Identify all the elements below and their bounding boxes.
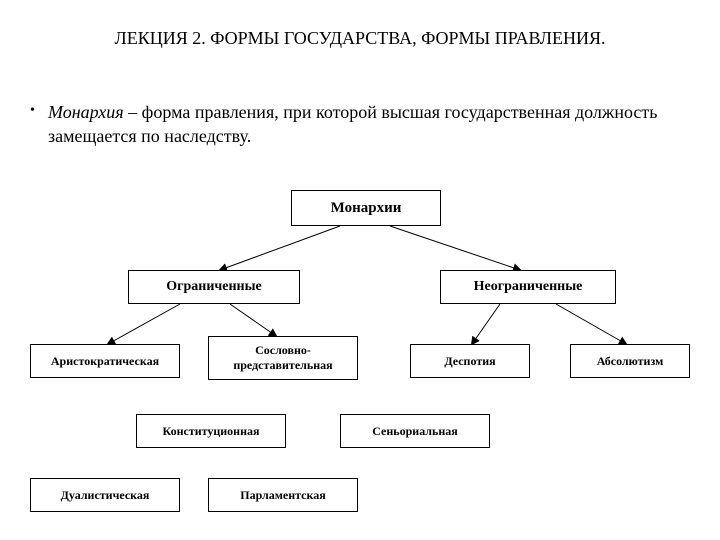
node-dual: Дуалистическая	[30, 478, 180, 512]
node-limited: Ограниченные	[128, 270, 300, 304]
node-senor: Сеньориальная	[340, 414, 490, 448]
node-abs: Абсолютизм	[570, 344, 690, 378]
node-desp: Деспотия	[410, 344, 530, 378]
definition-term: Монархия	[48, 102, 124, 122]
edge-limited-sosl	[230, 304, 276, 336]
edge-unlim-desp	[472, 304, 500, 344]
node-unlim: Неограниченные	[440, 270, 616, 304]
node-sosl: Сословно- представительная	[208, 336, 358, 380]
node-parl: Парламентская	[208, 478, 358, 512]
slide: ЛЕКЦИЯ 2. ФОРМЫ ГОСУДАРСТВА, ФОРМЫ ПРАВЛ…	[0, 0, 720, 540]
edge-root-unlim	[390, 226, 520, 270]
edge-root-limited	[220, 226, 340, 270]
bullet-icon: •	[30, 102, 35, 121]
node-root: Монархии	[291, 190, 441, 226]
node-arist: Аристократическая	[30, 344, 180, 378]
definition-paragraph: • Монархия – форма правления, при которо…	[48, 100, 688, 149]
slide-title: ЛЕКЦИЯ 2. ФОРМЫ ГОСУДАРСТВА, ФОРМЫ ПРАВЛ…	[0, 28, 720, 49]
definition-text: – форма правления, при которой высшая го…	[48, 102, 657, 146]
node-const: Конституционная	[136, 414, 286, 448]
edge-limited-arist	[108, 304, 180, 344]
edge-unlim-abs	[556, 304, 626, 344]
